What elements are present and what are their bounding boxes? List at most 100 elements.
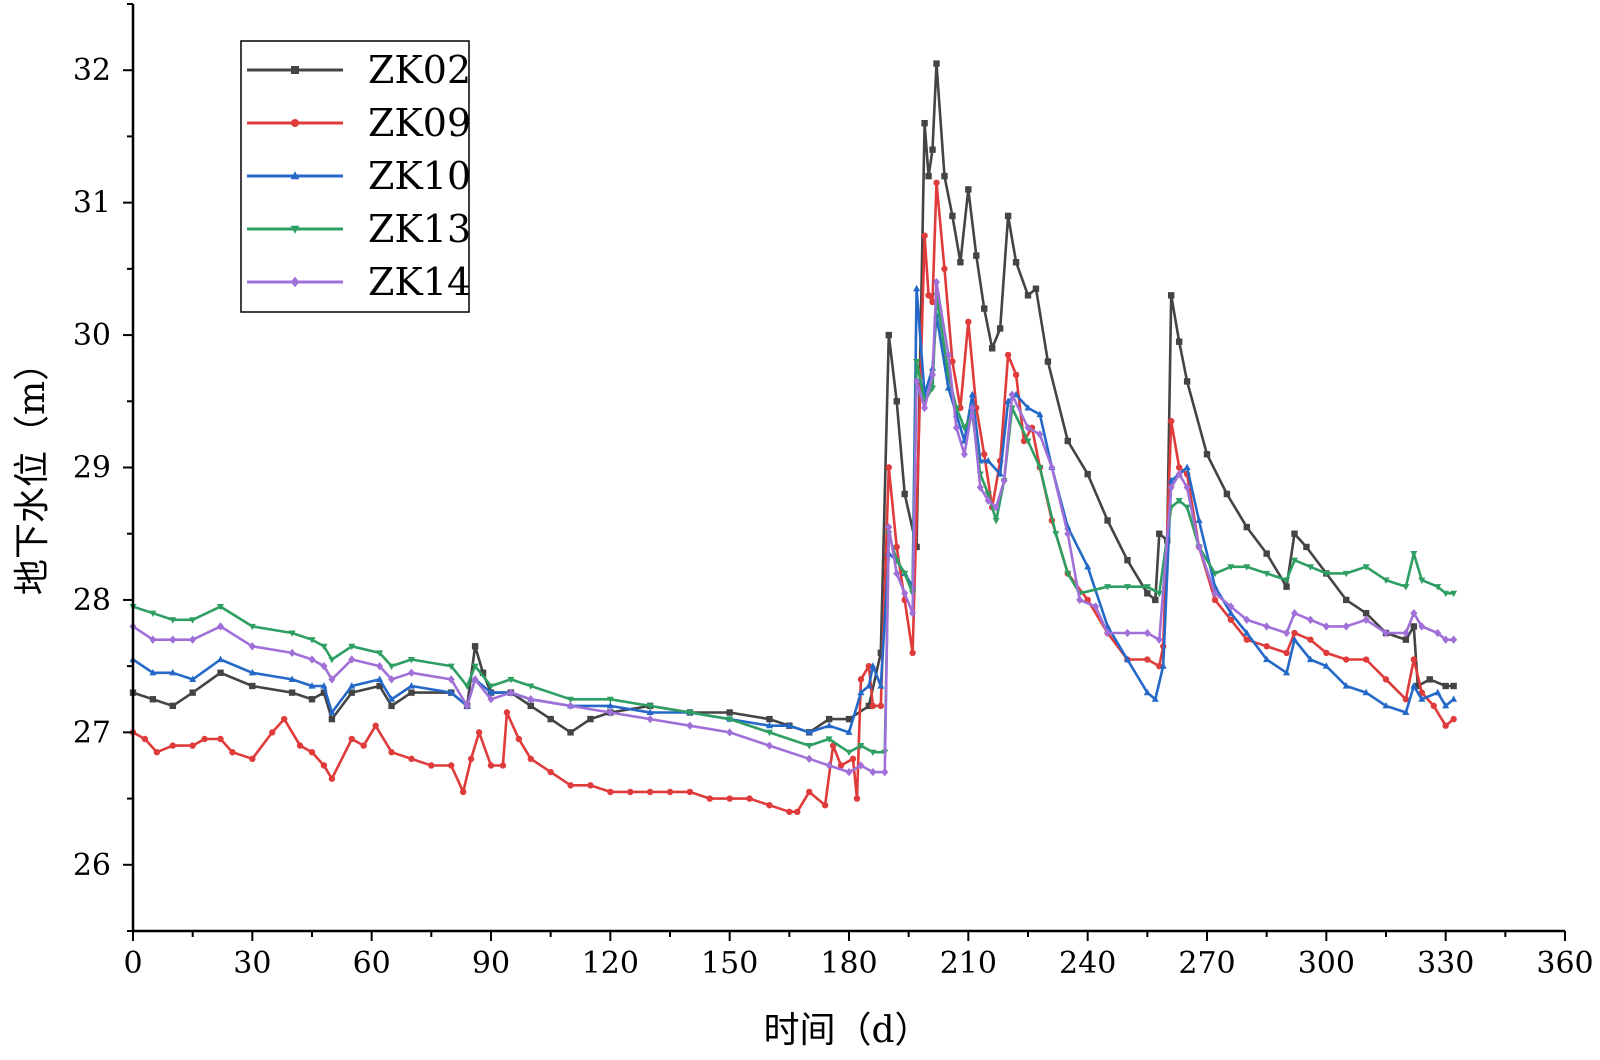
data-point xyxy=(1004,212,1012,220)
data-point xyxy=(1362,688,1370,696)
data-point xyxy=(1151,695,1159,702)
data-point xyxy=(968,390,976,398)
data-point xyxy=(933,179,940,186)
data-point xyxy=(1283,628,1291,638)
data-point xyxy=(428,762,435,769)
data-point xyxy=(1195,542,1203,552)
data-point xyxy=(857,688,865,696)
data-point xyxy=(320,689,328,696)
data-point xyxy=(794,808,801,816)
x-tick-label: 300 xyxy=(1298,946,1355,981)
data-point xyxy=(296,742,304,749)
data-point xyxy=(1342,570,1350,578)
data-point xyxy=(587,782,594,789)
data-point xyxy=(901,570,909,578)
data-point xyxy=(845,749,853,757)
data-point xyxy=(328,675,336,684)
data-point xyxy=(1144,590,1151,597)
data-point xyxy=(909,609,917,618)
data-point xyxy=(248,668,256,676)
data-point xyxy=(1155,635,1163,644)
data-point xyxy=(1362,609,1370,617)
y-tick-label: 29 xyxy=(73,451,111,486)
data-point xyxy=(746,795,753,802)
y-tick-label: 26 xyxy=(73,848,111,883)
data-point xyxy=(1382,628,1390,638)
data-point xyxy=(1064,529,1072,538)
series-line xyxy=(132,280,1454,774)
data-point xyxy=(627,788,634,796)
data-point xyxy=(463,701,471,711)
data-point xyxy=(865,682,873,689)
data-point xyxy=(984,496,992,505)
data-point xyxy=(320,661,328,671)
data-point xyxy=(1052,531,1060,538)
data-point xyxy=(308,682,316,689)
data-point xyxy=(857,743,865,750)
data-point xyxy=(1092,602,1100,611)
data-point xyxy=(1442,590,1450,598)
data-point xyxy=(805,728,813,735)
data-point xyxy=(348,735,355,743)
data-point xyxy=(885,464,892,471)
data-point xyxy=(269,729,276,736)
data-point xyxy=(1076,595,1084,605)
data-point xyxy=(248,642,256,651)
data-point xyxy=(153,749,161,756)
data-point xyxy=(726,709,733,716)
data-point xyxy=(877,649,885,657)
data-point xyxy=(1064,570,1072,578)
data-point xyxy=(1243,523,1250,531)
data-point xyxy=(606,696,614,704)
data-point xyxy=(1032,285,1040,292)
data-point xyxy=(308,696,316,703)
data-point xyxy=(1084,562,1092,570)
data-point xyxy=(1004,397,1012,404)
data-point xyxy=(507,688,515,697)
data-point xyxy=(1362,564,1370,571)
data-point xyxy=(1159,662,1167,669)
data-point xyxy=(1362,615,1370,624)
data-point xyxy=(996,470,1004,477)
data-point xyxy=(1290,635,1299,643)
data-point xyxy=(837,762,845,769)
data-point xyxy=(1382,702,1390,709)
data-point xyxy=(1434,584,1442,591)
data-point xyxy=(1024,423,1032,432)
data-point xyxy=(1303,543,1310,551)
data-point xyxy=(1283,583,1290,590)
data-point xyxy=(1211,589,1219,598)
data-point xyxy=(1123,655,1131,663)
data-point xyxy=(960,425,968,432)
data-point xyxy=(1418,695,1426,702)
data-point xyxy=(1024,438,1032,445)
data-point xyxy=(925,292,932,299)
data-point xyxy=(1307,636,1314,643)
data-point xyxy=(328,775,336,782)
data-point xyxy=(487,762,495,769)
data-point xyxy=(467,755,475,763)
data-point xyxy=(646,708,654,716)
data-point xyxy=(189,617,197,624)
legend-label: ZK09 xyxy=(368,101,471,145)
data-point xyxy=(877,682,885,689)
data-point xyxy=(869,749,877,757)
data-point xyxy=(1183,504,1191,512)
data-point xyxy=(1036,430,1044,439)
data-point xyxy=(686,788,694,796)
data-point xyxy=(1000,476,1008,485)
data-point xyxy=(487,683,495,690)
data-point xyxy=(1104,584,1112,591)
data-point xyxy=(217,735,224,743)
data-point xyxy=(408,755,415,763)
data-point xyxy=(216,622,225,631)
data-point xyxy=(567,701,575,711)
data-point xyxy=(308,655,316,664)
data-point xyxy=(308,637,316,644)
data-point xyxy=(952,423,960,432)
data-point xyxy=(1036,410,1044,418)
data-point xyxy=(567,729,574,736)
data-point xyxy=(606,702,614,709)
data-point xyxy=(992,503,1000,512)
data-point xyxy=(376,661,384,671)
